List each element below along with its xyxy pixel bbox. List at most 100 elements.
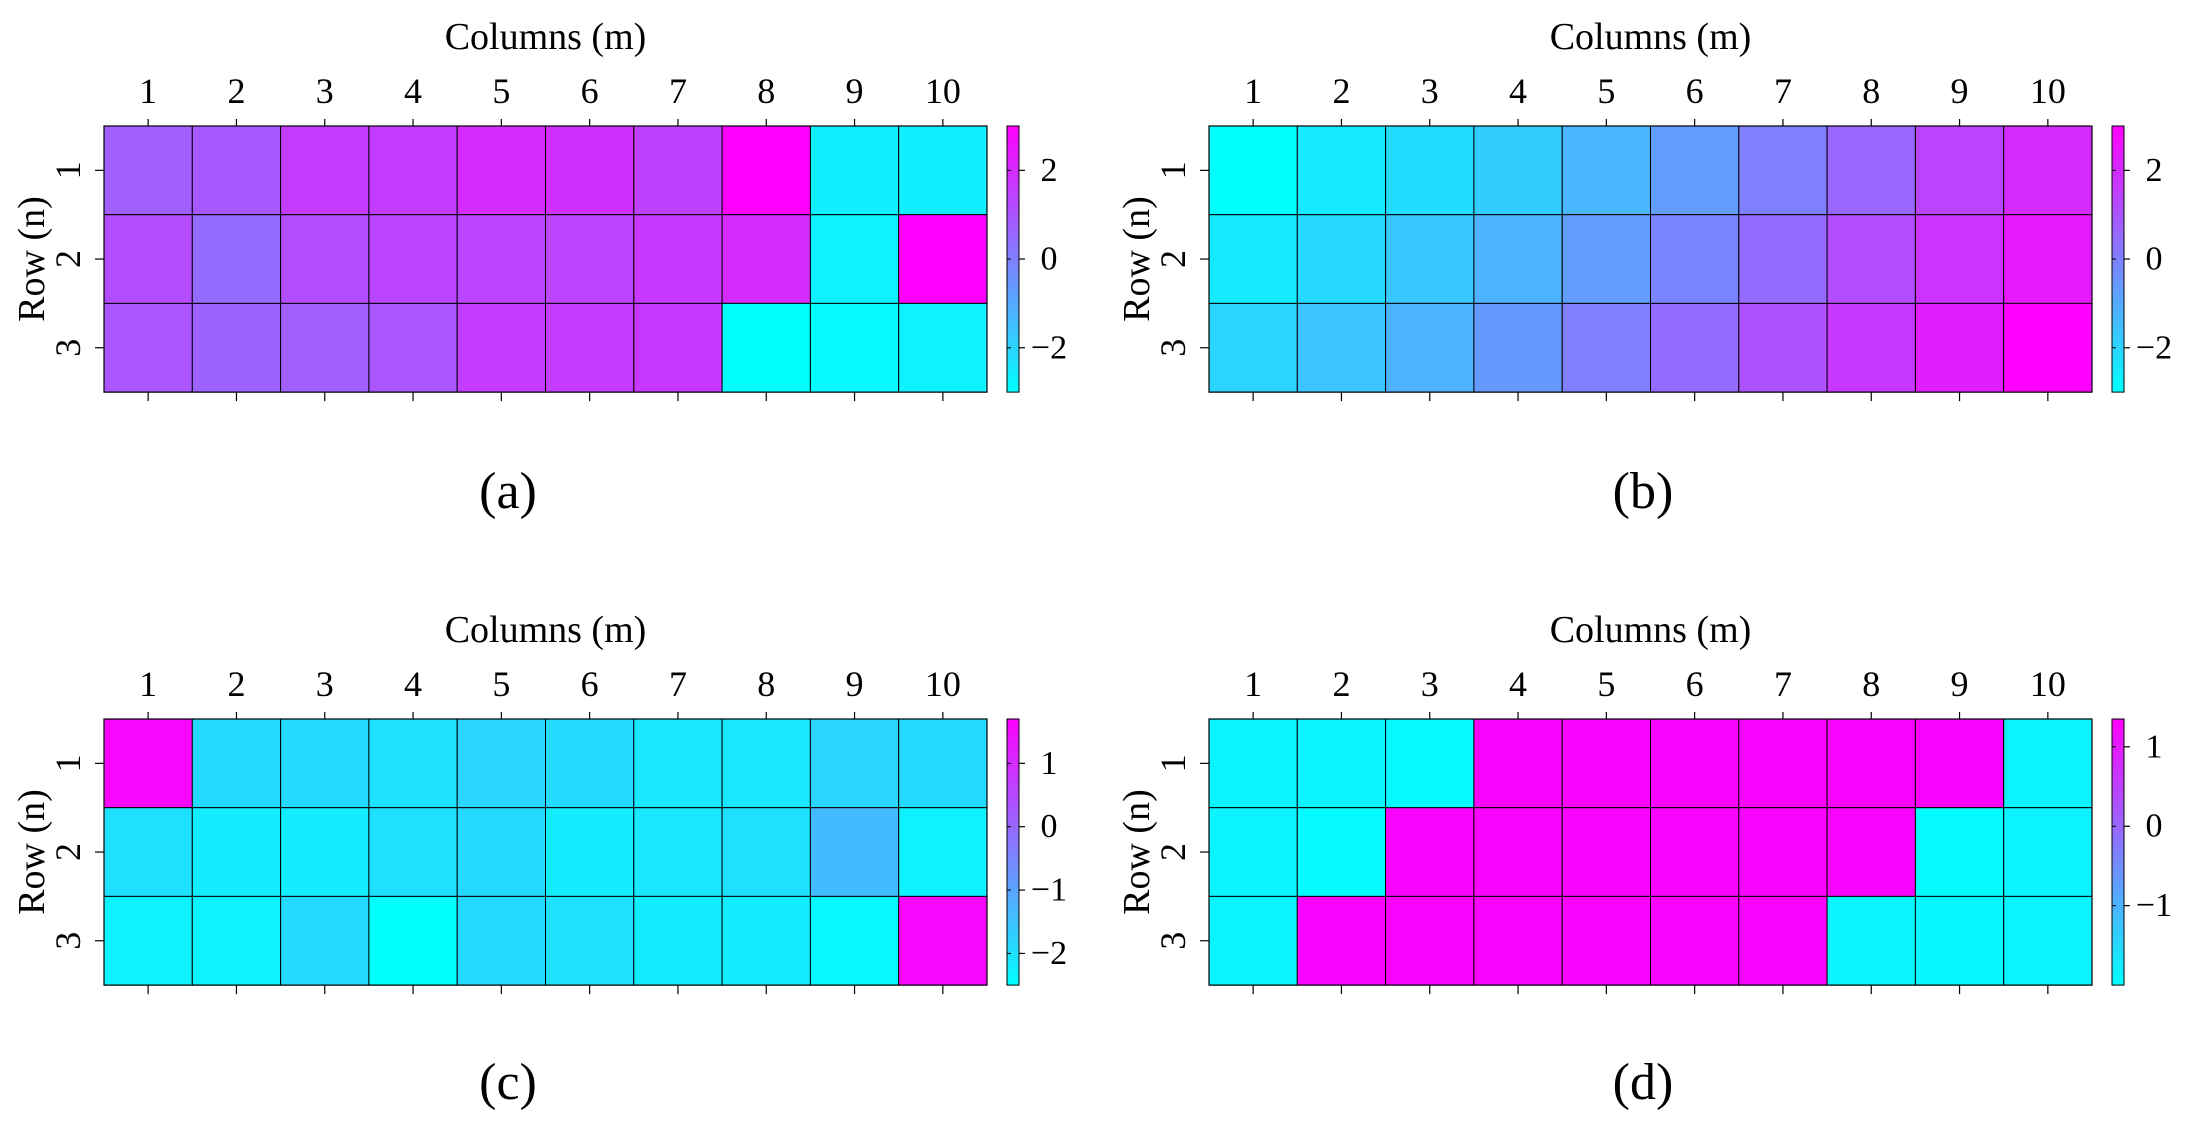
heatmap-cell-c-r1-c10 [898,718,988,809]
heatmap-cell-d-r2-c3 [1385,807,1475,897]
x-tick-label: 8 [757,664,775,704]
x-tick-label: 2 [1332,664,1350,704]
heatmap-cell-b-r1-c1 [1208,125,1298,216]
heatmap-cell-c-r3-c8 [721,895,811,986]
colorbar-tick-label: −1 [1031,872,1067,909]
x-tick-label: 6 [1686,664,1704,704]
heatmap-cell-a-r2-c8 [721,214,811,304]
heatmap-cell-a-r3-c8 [721,302,811,393]
x-tick-label: 8 [1862,664,1880,704]
heatmap-cell-b-r1-c6 [1650,125,1740,216]
heatmap-cell-b-r3-c8 [1826,302,1916,393]
heatmap-cell-d-r2-c4 [1473,807,1563,897]
colorbar-tick-label: 0 [2146,808,2163,845]
heatmap-cell-b-r2-c3 [1385,214,1475,304]
colorbar [1006,718,1020,986]
heatmap-cell-d-r1-c8 [1826,718,1916,809]
heatmap-cell-a-r1-c4 [368,125,458,216]
heatmap-cell-d-r3-c5 [1561,895,1651,986]
heatmap-cell-d-r2-c1 [1208,807,1298,897]
x-tick-label: 5 [492,71,510,111]
x-axis-label: Columns (m) [445,16,647,58]
heatmap-cell-a-r1-c1 [103,125,193,216]
panel-label: (c) [479,1054,537,1111]
heatmap-cell-a-r2-c5 [456,214,547,304]
y-tick-label: 3 [48,339,88,357]
heatmap-cell-d-r3-c7 [1738,895,1828,986]
heatmap-cell-d-r2-c8 [1826,807,1916,897]
heatmap-cell-a-r2-c1 [103,214,193,304]
heatmap-cell-c-r1-c9 [809,718,900,809]
heatmap-cell-a-r1-c10 [898,125,988,216]
x-tick-label: 1 [1244,664,1262,704]
x-tick-label: 4 [404,71,422,111]
colorbar-tick-label: −1 [2136,887,2172,924]
y-tick-label: 3 [1153,932,1193,950]
heatmap-cell-a-r2-c2 [191,214,282,304]
heatmap-cell-c-r1-c2 [191,718,282,809]
y-tick-label: 2 [1153,843,1193,861]
x-tick-label: 6 [1686,71,1704,111]
heatmap-cell-a-r2-c6 [545,214,635,304]
heatmap-cell-a-r3-c9 [809,302,900,393]
heatmap-cell-a-r2-c4 [368,214,458,304]
heatmap-cell-d-r1-c10 [2003,718,2093,809]
panel-b: 1 2 3 4 5 6 7 8 9 10 Columns (m) 1 2 3 Row (n) −2 0 2 (b) [1116,16,2172,520]
colorbar-tick-label: −2 [1031,329,1067,366]
heatmap-cell-d-r2-c6 [1650,807,1740,897]
heatmap-cell-c-r3-c1 [103,895,193,986]
heatmap-cell-c-r3-c4 [368,895,458,986]
x-tick-label: 2 [1332,71,1350,111]
heatmap-cell-c-r1-c6 [545,718,635,809]
heatmap-cell-c-r2-c8 [721,807,811,897]
x-tick-label: 8 [1862,71,1880,111]
heatmap-cell-b-r2-c2 [1296,214,1387,304]
panel-label: (b) [1613,463,1674,520]
heatmap-cell-a-r1-c3 [280,125,370,216]
heatmap-cell-b-r1-c10 [2003,125,2093,216]
x-axis-label: Columns (m) [1550,609,1752,651]
heatmap-cell-d-r1-c7 [1738,718,1828,809]
heatmap-cell-c-r1-c4 [368,718,458,809]
heatmap-cell-a-r1-c2 [191,125,282,216]
heatmap-cell-c-r2-c3 [280,807,370,897]
heatmap-cell-a-r1-c7 [633,125,723,216]
heatmap-cell-a-r3-c5 [456,302,547,393]
heatmap-cell-b-r3-c1 [1208,302,1298,393]
x-tick-label: 10 [2030,71,2066,111]
heatmap-cell-d-r1-c3 [1385,718,1475,809]
panel-label: (d) [1613,1054,1674,1111]
x-tick-label: 5 [1597,71,1615,111]
heatmap-cell-d-r2-c9 [1914,807,2005,897]
heatmap-cell-a-r3-c7 [633,302,723,393]
y-tick-label: 1 [1153,754,1193,772]
heatmap-cell-d-r2-c7 [1738,807,1828,897]
x-tick-label: 7 [669,664,687,704]
heatmap-cell-d-r1-c2 [1296,718,1387,809]
colorbar-tick-label: 0 [2146,241,2163,278]
x-tick-label: 10 [2030,664,2066,704]
x-tick-label: 10 [925,71,961,111]
heatmap-cell-b-r3-c7 [1738,302,1828,393]
heatmap-cell-b-r3-c4 [1473,302,1563,393]
x-tick-label: 1 [139,71,157,111]
heatmap-cell-b-r2-c5 [1561,214,1651,304]
x-tick-label: 9 [1951,71,1969,111]
heatmap-cell-b-r1-c5 [1561,125,1651,216]
x-tick-label: 9 [846,71,864,111]
heatmap-cell-c-r1-c5 [456,718,547,809]
heatmap-cell-c-r3-c10 [898,895,988,986]
x-tick-label: 4 [404,664,422,704]
y-axis-label: Row (n) [1116,789,1158,915]
heatmap-cell-d-r3-c3 [1385,895,1475,986]
heatmap-cell-a-r2-c10 [898,214,988,304]
heatmap-cell-a-r3-c3 [280,302,370,393]
heatmap-cell-a-r1-c6 [545,125,635,216]
x-tick-label: 8 [757,71,775,111]
x-tick-label: 3 [316,71,334,111]
y-tick-label: 2 [1153,250,1193,268]
x-tick-label: 5 [492,664,510,704]
x-tick-label: 6 [581,664,599,704]
y-tick-label: 1 [1153,161,1193,179]
